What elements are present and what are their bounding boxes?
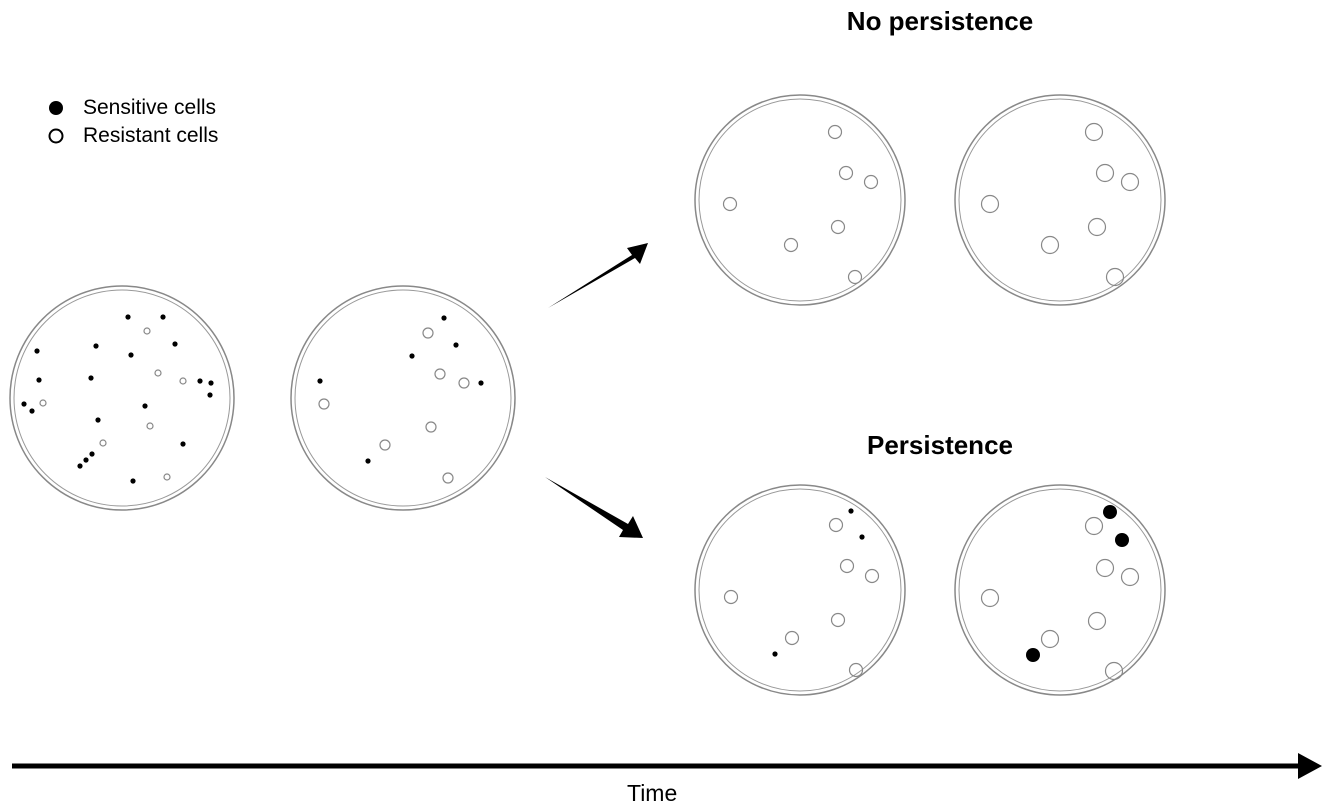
resistant-cell [832, 221, 845, 234]
legend-resistant-marker [50, 130, 63, 143]
resistant-cell [380, 440, 390, 450]
resistant-cell [1097, 560, 1114, 577]
dish-rim [695, 485, 905, 695]
dish-inner-rim [295, 290, 511, 506]
dish-inner-rim [14, 290, 230, 506]
sensitive-cell [172, 341, 177, 346]
legend-sensitive-marker [49, 101, 63, 115]
sensitive-cell [453, 342, 458, 347]
sensitive-cell [207, 392, 212, 397]
sensitive-cell [160, 314, 165, 319]
sensitive-cell [128, 352, 133, 357]
resistant-cell [1089, 613, 1106, 630]
resistant-cell [1086, 124, 1103, 141]
dish-inner-rim [699, 99, 901, 301]
resistant-cell [147, 423, 153, 429]
sensitive-cell [208, 380, 213, 385]
resistant-cell [1086, 518, 1103, 535]
resistant-cell [866, 570, 879, 583]
resistant-cell [840, 167, 853, 180]
legend-label: Sensitive cells [83, 96, 216, 120]
outcome-heading: No persistence [840, 6, 1040, 36]
resistant-cell [319, 399, 329, 409]
resistant-cell [40, 400, 46, 406]
resistant-cell [865, 176, 878, 189]
sensitive-cell [34, 348, 39, 353]
sensitive-cell [77, 463, 82, 468]
resistant-cell [459, 378, 469, 388]
resistant-cell [832, 614, 845, 627]
sensitive-cell [1115, 533, 1129, 547]
resistant-cell [786, 632, 799, 645]
sensitive-cell [95, 417, 100, 422]
legend-label: Resistant cells [83, 124, 218, 148]
time-arrowhead [1298, 753, 1322, 779]
sensitive-cell [859, 534, 864, 539]
resistant-cell [180, 378, 186, 384]
resistant-cell [435, 369, 445, 379]
resistant-cell [982, 196, 999, 213]
resistant-cell [725, 591, 738, 604]
resistant-cell [164, 474, 170, 480]
dish-rim [955, 95, 1165, 305]
sensitive-cell [130, 478, 135, 483]
resistant-cell [982, 590, 999, 607]
axis-label: Time [627, 780, 677, 807]
sensitive-cell [772, 651, 777, 656]
resistant-cell [100, 440, 106, 446]
sensitive-cell [21, 401, 26, 406]
sensitive-cell [1026, 648, 1040, 662]
sensitive-cell [125, 314, 130, 319]
page: Sensitive cells Resistant cells No persi… [0, 0, 1326, 805]
sensitive-cell [89, 451, 94, 456]
resistant-cell [830, 519, 843, 532]
sensitive-cell [93, 343, 98, 348]
sensitive-cell [36, 377, 41, 382]
resistant-cell [1122, 569, 1139, 586]
resistant-cell [1122, 174, 1139, 191]
dish-rim [10, 286, 234, 510]
dish-inner-rim [699, 489, 901, 691]
resistant-cell [443, 473, 453, 483]
sensitive-cell [83, 457, 88, 462]
outcome-heading: Persistence [790, 430, 1090, 460]
sensitive-cell [317, 378, 322, 383]
resistant-cell [785, 239, 798, 252]
sensitive-cell [365, 458, 370, 463]
sensitive-cell [142, 403, 147, 408]
arrow-up [548, 243, 648, 308]
resistant-cell [849, 271, 862, 284]
resistant-cell [144, 328, 150, 334]
resistant-cell [724, 198, 737, 211]
sensitive-cell [478, 380, 483, 385]
resistant-cell [1089, 219, 1106, 236]
dish-rim [291, 286, 515, 510]
sensitive-cell [29, 408, 34, 413]
resistant-cell [423, 328, 433, 338]
sensitive-cell [409, 353, 414, 358]
resistant-cell [829, 126, 842, 139]
resistant-cell [1097, 165, 1114, 182]
dish-rim [695, 95, 905, 305]
diagram [0, 0, 1326, 805]
resistant-cell [841, 560, 854, 573]
sensitive-cell [197, 378, 202, 383]
resistant-cell [426, 422, 436, 432]
sensitive-cell [441, 315, 446, 320]
sensitive-cell [88, 375, 93, 380]
arrow-down [545, 477, 643, 538]
resistant-cell [155, 370, 161, 376]
resistant-cell [1042, 237, 1059, 254]
dish-inner-rim [959, 99, 1161, 301]
sensitive-cell [848, 508, 853, 513]
sensitive-cell [1103, 505, 1117, 519]
sensitive-cell [180, 441, 185, 446]
resistant-cell [1107, 269, 1124, 286]
resistant-cell [1042, 631, 1059, 648]
